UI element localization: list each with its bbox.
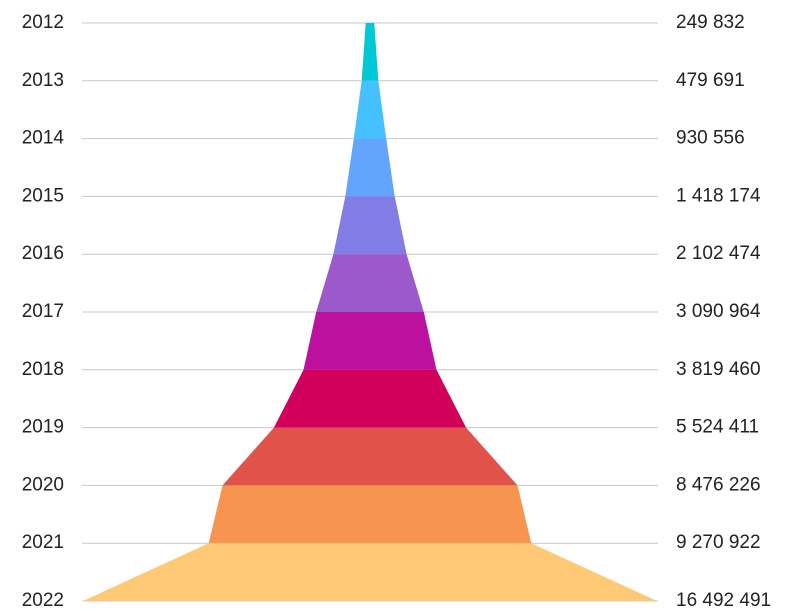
year-label-2015: 2015 bbox=[22, 185, 64, 206]
year-label-2013: 2013 bbox=[22, 70, 64, 91]
funnel-band-2014-2015 bbox=[345, 138, 395, 197]
year-label-2019: 2019 bbox=[22, 417, 64, 438]
funnel-band-2019-2020 bbox=[222, 427, 518, 486]
funnel-band-2015-2016 bbox=[333, 196, 407, 255]
funnel-bands bbox=[83, 23, 657, 601]
funnel-band-2020-2021 bbox=[208, 485, 532, 544]
funnel-band-2021-2022 bbox=[83, 543, 657, 601]
value-label-2015: 1 418 174 bbox=[676, 185, 761, 206]
funnel-band-2012-2013 bbox=[361, 23, 379, 81]
funnel-band-2016-2017 bbox=[316, 254, 424, 312]
year-label-2021: 2021 bbox=[22, 532, 64, 553]
year-label-2018: 2018 bbox=[22, 359, 64, 380]
year-label-2017: 2017 bbox=[22, 301, 64, 322]
funnel-band-2017-2018 bbox=[303, 312, 437, 370]
value-labels: 249 832 479 691 930 556 1 418 174 2 102 474 3… bbox=[676, 12, 771, 611]
value-label-2018: 3 819 460 bbox=[676, 359, 761, 380]
value-label-2021: 9 270 922 bbox=[676, 532, 761, 553]
funnel-band-2018-2019 bbox=[273, 369, 467, 428]
value-label-2013: 479 691 bbox=[676, 70, 745, 91]
value-label-2022: 16 492 491 bbox=[676, 590, 771, 611]
value-label-2019: 5 524 411 bbox=[676, 417, 759, 438]
value-label-2016: 2 102 474 bbox=[676, 243, 761, 264]
value-label-2017: 3 090 964 bbox=[676, 301, 761, 322]
value-label-2020: 8 476 226 bbox=[676, 474, 761, 495]
year-label-2022: 2022 bbox=[22, 590, 64, 611]
funnel-band-2013-2014 bbox=[353, 80, 387, 139]
year-label-2016: 2016 bbox=[22, 243, 64, 264]
year-label-2014: 2014 bbox=[22, 128, 65, 149]
value-label-2014: 930 556 bbox=[676, 128, 745, 149]
year-tick-labels: 2012 2013 2014 2015 2016 2017 2018 2019 2020 2021… bbox=[22, 12, 65, 611]
year-label-2020: 2020 bbox=[22, 474, 64, 495]
value-label-2012: 249 832 bbox=[676, 12, 745, 33]
year-label-2012: 2012 bbox=[22, 12, 64, 33]
